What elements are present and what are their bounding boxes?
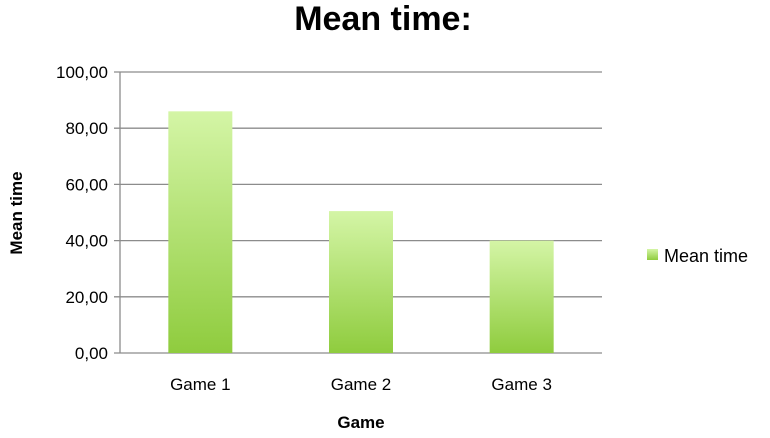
legend: Mean time — [647, 246, 748, 266]
y-tick-label: 0,00 — [75, 344, 108, 363]
legend-swatch — [647, 249, 658, 260]
chart-title: Mean time: — [294, 0, 472, 38]
y-tick-label: 80,00 — [65, 119, 108, 138]
legend-label: Mean time — [664, 246, 748, 266]
x-axis-ticks: Game 1 Game 2 Game 3 — [170, 375, 552, 394]
bar — [168, 111, 233, 353]
y-axis-ticks: 0,00 20,00 40,00 60,00 80,00 100,00 — [56, 63, 108, 363]
x-tick-label: Game 1 — [170, 375, 230, 394]
x-axis-label: Game — [337, 413, 384, 432]
bars — [168, 111, 554, 353]
y-axis-label: Mean time — [7, 171, 26, 254]
bar — [489, 240, 554, 353]
y-tick-label: 60,00 — [65, 175, 108, 194]
y-tick-label: 20,00 — [65, 288, 108, 307]
bar — [329, 211, 393, 353]
x-tick-label: Game 2 — [331, 375, 391, 394]
y-tick-label: 100,00 — [56, 63, 108, 82]
x-tick-label: Game 3 — [491, 375, 551, 394]
y-tick-label: 40,00 — [65, 232, 108, 251]
